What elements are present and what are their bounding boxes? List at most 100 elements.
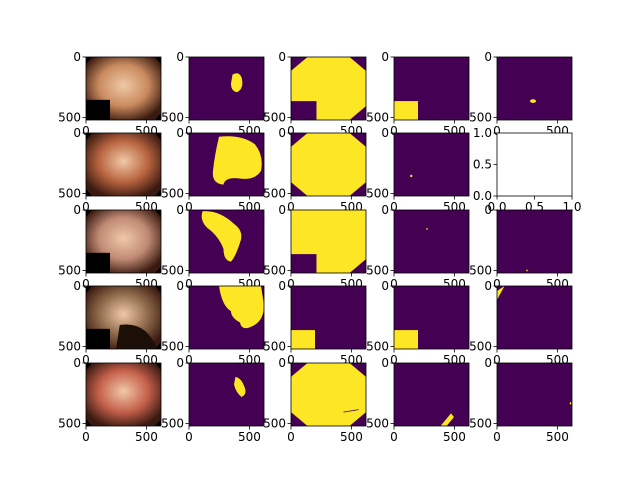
axes-frame bbox=[290, 362, 367, 427]
y-tick-label: 500 bbox=[58, 111, 81, 125]
y-tick-label: 0 bbox=[278, 279, 286, 293]
mask-region bbox=[440, 413, 454, 426]
mask-gap bbox=[343, 409, 359, 413]
x-tick-label: 0 bbox=[390, 200, 398, 214]
axes-frame bbox=[393, 132, 470, 197]
mask-region bbox=[234, 376, 246, 398]
y-tick-label: 0 bbox=[176, 50, 184, 64]
y-tick-label: 500 bbox=[161, 417, 184, 431]
mask-background bbox=[189, 363, 264, 426]
y-tick-label: 0 bbox=[176, 279, 184, 293]
overlay-box bbox=[86, 99, 110, 120]
panel-r3-c1 bbox=[85, 209, 162, 274]
x-tick-label: 0 bbox=[493, 430, 501, 444]
overlay-box bbox=[86, 328, 110, 349]
axes-frame bbox=[188, 132, 265, 197]
panel-r2-c2 bbox=[188, 132, 265, 197]
mask-background bbox=[394, 210, 469, 273]
y-tick-label: 0 bbox=[484, 50, 492, 64]
x-tick-label: 0 bbox=[287, 124, 295, 138]
mask-region bbox=[410, 174, 413, 178]
endoscopy-image bbox=[86, 363, 161, 426]
y-tick-label: 0 bbox=[381, 356, 389, 370]
axes-frame bbox=[496, 362, 573, 427]
axes-frame bbox=[188, 362, 265, 427]
x-tick-label: 500 bbox=[135, 430, 158, 444]
y-tick-label: 500 bbox=[161, 187, 184, 201]
axes-frame bbox=[85, 56, 162, 121]
x-tick-label: 0 bbox=[287, 277, 295, 291]
panel-r5-c3 bbox=[290, 362, 367, 427]
y-tick-label: 500 bbox=[58, 187, 81, 201]
panel-r3-c4 bbox=[393, 209, 470, 274]
mask-region bbox=[291, 57, 366, 120]
x-tick-label: 0 bbox=[390, 353, 398, 367]
axes-frame bbox=[188, 285, 265, 350]
y-tick-label: 500 bbox=[58, 340, 81, 354]
y-tick-label: 0 bbox=[278, 50, 286, 64]
mask-region bbox=[394, 330, 418, 349]
panel-r4-c3 bbox=[290, 285, 367, 350]
axes-frame bbox=[393, 285, 470, 350]
panel-r2-c5 bbox=[496, 132, 573, 197]
mask-region bbox=[394, 101, 418, 120]
axes-frame bbox=[290, 209, 367, 274]
y-tick-label: 0 bbox=[278, 203, 286, 217]
panel-r4-c2 bbox=[188, 285, 265, 350]
y-tick-label: 500 bbox=[58, 417, 81, 431]
mask-region bbox=[231, 73, 243, 93]
x-tick-label: 0 bbox=[82, 277, 90, 291]
panel-r4-c4 bbox=[393, 285, 470, 350]
x-tick-label: 0 bbox=[493, 124, 501, 138]
y-tick-label: 0 bbox=[73, 356, 81, 370]
y-tick-label: 500 bbox=[161, 340, 184, 354]
y-tick-label: 500 bbox=[263, 340, 286, 354]
mask-region bbox=[291, 363, 366, 426]
axes-frame bbox=[85, 285, 162, 350]
y-tick-label: 500 bbox=[263, 111, 286, 125]
y-tick-label: 0 bbox=[381, 279, 389, 293]
panel-r5-c2 bbox=[188, 362, 265, 427]
panel-r3-c5 bbox=[496, 209, 573, 274]
x-tick-label: 0 bbox=[390, 277, 398, 291]
x-tick-label: 0 bbox=[287, 430, 295, 444]
mask-background bbox=[497, 363, 572, 426]
y-tick-label: 500 bbox=[263, 417, 286, 431]
x-tick-label: 0 bbox=[185, 353, 193, 367]
x-tick-label: 0 bbox=[82, 353, 90, 367]
axes-frame bbox=[85, 362, 162, 427]
x-tick-label: 0 bbox=[185, 200, 193, 214]
axes-frame bbox=[393, 209, 470, 274]
endoscopy-image bbox=[86, 133, 161, 196]
axes-frame bbox=[85, 209, 162, 274]
y-tick-label: 500 bbox=[161, 111, 184, 125]
axes-frame bbox=[290, 56, 367, 121]
x-tick-label: 500 bbox=[443, 430, 466, 444]
y-tick-label: 500 bbox=[366, 111, 389, 125]
y-tick-label: 0 bbox=[484, 203, 492, 217]
panel-r1-c5 bbox=[496, 56, 573, 121]
x-tick-label: 0 bbox=[82, 124, 90, 138]
x-tick-label: 500 bbox=[546, 430, 569, 444]
x-tick-label: 0 bbox=[185, 124, 193, 138]
mask-background bbox=[497, 57, 572, 120]
panel-r2-c1 bbox=[85, 132, 162, 197]
panel-r1-c2 bbox=[188, 56, 265, 121]
x-tick-label: 0 bbox=[493, 353, 501, 367]
x-tick-label: 0 bbox=[82, 200, 90, 214]
x-tick-label: 0 bbox=[82, 430, 90, 444]
y-tick-label: 0 bbox=[176, 203, 184, 217]
mask-region bbox=[291, 133, 366, 196]
panel-r1-c1 bbox=[85, 56, 162, 121]
lumen bbox=[116, 324, 158, 349]
mask-background bbox=[497, 210, 572, 273]
mask-region bbox=[497, 286, 505, 300]
y-tick-label: 500 bbox=[263, 264, 286, 278]
mask-region bbox=[201, 211, 242, 262]
axes-frame bbox=[188, 56, 265, 121]
y-tick-label: 500 bbox=[58, 264, 81, 278]
mask-region bbox=[291, 210, 366, 273]
y-tick-label: 0 bbox=[278, 356, 286, 370]
mask-region bbox=[426, 227, 428, 230]
panel-r2-c3 bbox=[290, 132, 367, 197]
